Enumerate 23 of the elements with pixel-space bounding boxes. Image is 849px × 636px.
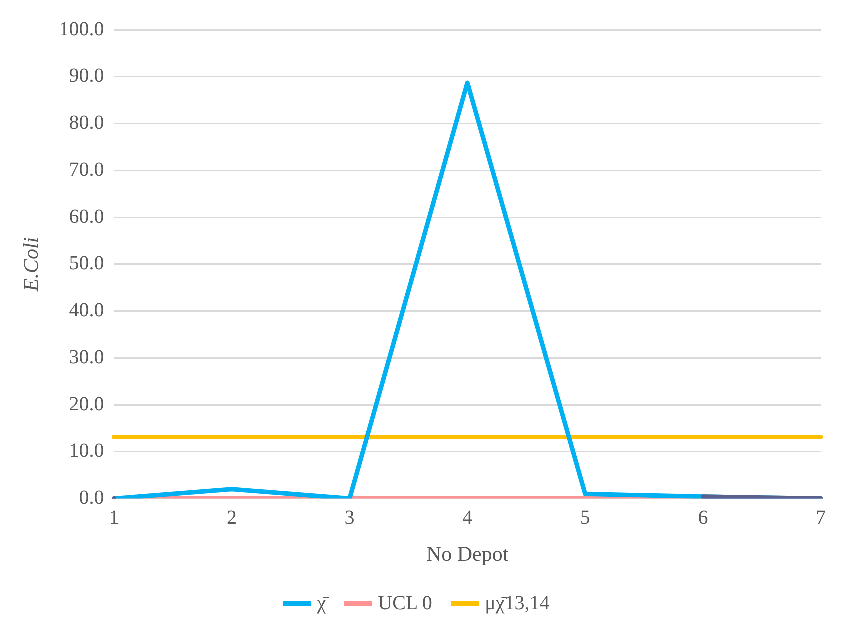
y-tick-label: 100.0: [59, 18, 104, 40]
x-tick-label: 4: [462, 507, 473, 530]
x-tick-label: 5: [580, 507, 590, 530]
x-axis-title: No Depot: [426, 542, 509, 566]
y-tick-label: 30.0: [69, 346, 104, 368]
y-tick-label: 10.0: [69, 440, 104, 462]
legend-label: UCL 0: [378, 592, 432, 614]
x-tick-label: 6: [698, 507, 708, 530]
y-tick-label: 60.0: [69, 206, 104, 228]
y-axis-title: E.Coli: [19, 237, 44, 293]
y-tick-label: 20.0: [69, 393, 104, 416]
y-tick-label: 40.0: [69, 300, 104, 322]
x-tick-label: 1: [109, 507, 120, 530]
x-tick-label: 3: [344, 507, 355, 530]
legend-label: μχ̄13,14: [485, 592, 550, 614]
y-tick-label: 90.0: [69, 65, 104, 88]
y-tick-label: 50.0: [69, 252, 104, 275]
x-tick-label: 7: [816, 507, 826, 530]
y-tick-label: 70.0: [69, 158, 104, 181]
x-tick-label: 2: [227, 507, 237, 530]
y-tick-label: 80.0: [69, 112, 104, 134]
legend-label: χ̄: [316, 592, 330, 614]
y-tick-label: 0.0: [79, 487, 104, 510]
